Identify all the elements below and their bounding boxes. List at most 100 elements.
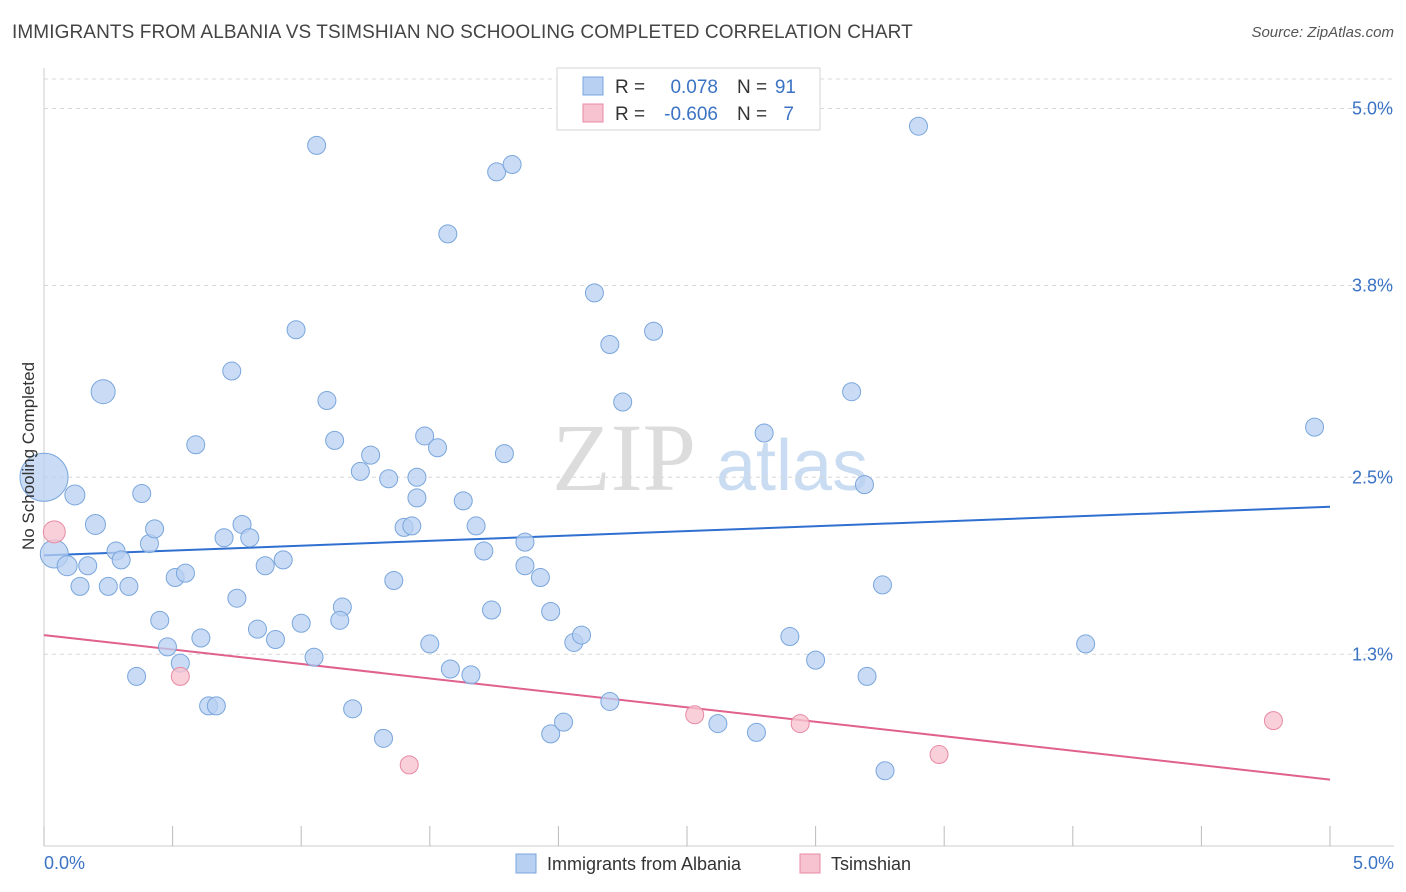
point-albania [420, 634, 440, 654]
point-tsimshian [929, 745, 949, 765]
y-tick-labels: 1.3% 2.5% 3.8% 5.0% [1352, 99, 1393, 665]
point-albania [708, 714, 728, 734]
legend-n-label-2: N = [737, 104, 767, 125]
point-albania [541, 724, 561, 744]
point-albania [175, 563, 195, 583]
axes [43, 68, 1394, 847]
point-albania [875, 761, 895, 781]
point-albania [361, 445, 381, 465]
watermark-zip: ZIP [552, 404, 696, 511]
point-albania [600, 691, 620, 711]
point-albania [407, 467, 427, 487]
legend-r-value-2: -0.606 [664, 104, 718, 125]
point-albania [186, 435, 206, 455]
trend-line-albania [43, 505, 1331, 557]
x-tick-label-max: 5.0% [1353, 853, 1394, 873]
point-albania [474, 541, 494, 561]
point-albania [325, 430, 345, 450]
point-albania [343, 699, 363, 719]
point-albania [56, 555, 78, 577]
source-label: Source: ZipAtlas.com [1251, 24, 1394, 41]
point-albania [78, 556, 98, 576]
point-albania [613, 392, 633, 412]
x-tick-label-min: 0.0% [44, 853, 85, 873]
point-albania [554, 712, 574, 732]
gridlines [44, 78, 1394, 655]
legend-r-value-1: 0.078 [670, 77, 718, 98]
point-albania [453, 491, 473, 511]
point-albania [150, 610, 170, 630]
point-albania [273, 550, 293, 570]
point-albania [530, 568, 550, 588]
point-albania [487, 162, 507, 182]
point-albania [317, 391, 337, 411]
point-albania [19, 452, 69, 502]
point-albania [541, 601, 561, 621]
point-albania [415, 426, 435, 446]
legend-r-label-1: R = [615, 77, 645, 98]
legend-swatch-albania [582, 76, 604, 96]
point-tsimshian [170, 666, 190, 686]
point-albania [64, 484, 86, 506]
watermark-atlas: atlas [716, 426, 868, 506]
point-albania [908, 116, 928, 136]
point-albania [515, 556, 535, 576]
point-albania [304, 647, 324, 667]
point-albania [806, 650, 826, 670]
point-albania [854, 475, 874, 495]
point-albania [132, 483, 152, 503]
point-albania [466, 516, 486, 536]
point-albania [857, 666, 877, 686]
point-tsimshian [685, 705, 705, 725]
point-albania [206, 696, 226, 716]
point-albania [90, 379, 116, 405]
point-albania [402, 516, 422, 536]
point-albania [440, 659, 460, 679]
point-albania [600, 335, 620, 354]
point-albania [307, 135, 327, 155]
legend-n-value-2: 7 [783, 104, 794, 125]
point-albania [330, 610, 350, 630]
y-tick-label: 1.3% [1352, 644, 1393, 664]
point-albania [746, 722, 766, 742]
point-albania [240, 528, 260, 548]
point-albania [438, 224, 458, 244]
point-albania [286, 320, 306, 340]
point-albania [247, 619, 267, 639]
point-albania [70, 576, 90, 596]
point-albania [572, 625, 592, 645]
trend-line-tsimshian [43, 634, 1331, 781]
point-albania [379, 469, 399, 489]
point-albania [754, 423, 774, 443]
point-tsimshian [790, 714, 810, 734]
bottom-legend: Immigrants from Albania Tsimshian [515, 853, 911, 874]
point-albania [214, 528, 234, 548]
point-albania [780, 627, 800, 647]
top-legend: R = 0.078 N = 91 R = -0.606 N = 7 [556, 67, 821, 131]
chart-title: IMMIGRANTS FROM ALBANIA VS TSIMSHIAN NO … [12, 22, 913, 43]
point-albania [227, 588, 247, 608]
point-albania [265, 630, 285, 649]
point-albania [494, 444, 514, 464]
point-albania [111, 550, 131, 570]
point-albania [1076, 634, 1096, 654]
y-axis-label: No Schooling Completed [19, 362, 38, 550]
bottom-legend-swatch-tsimshian [799, 853, 821, 874]
y-tick-label: 5.0% [1352, 99, 1393, 119]
legend-swatch-tsimshian [582, 103, 604, 123]
point-albania [291, 613, 311, 633]
legend-n-label-1: N = [737, 77, 767, 98]
bottom-legend-swatch-albania [515, 853, 537, 874]
trend-lines [43, 505, 1331, 781]
point-albania [127, 666, 147, 686]
point-tsimshian [1263, 711, 1283, 731]
point-albania [145, 519, 165, 539]
legend-r-label-2: R = [615, 104, 645, 125]
point-albania [428, 438, 448, 458]
point-albania [1305, 417, 1325, 437]
point-albania [157, 637, 177, 657]
point-tsimshian [399, 755, 419, 775]
point-albania [84, 513, 106, 535]
point-albania [222, 361, 242, 381]
